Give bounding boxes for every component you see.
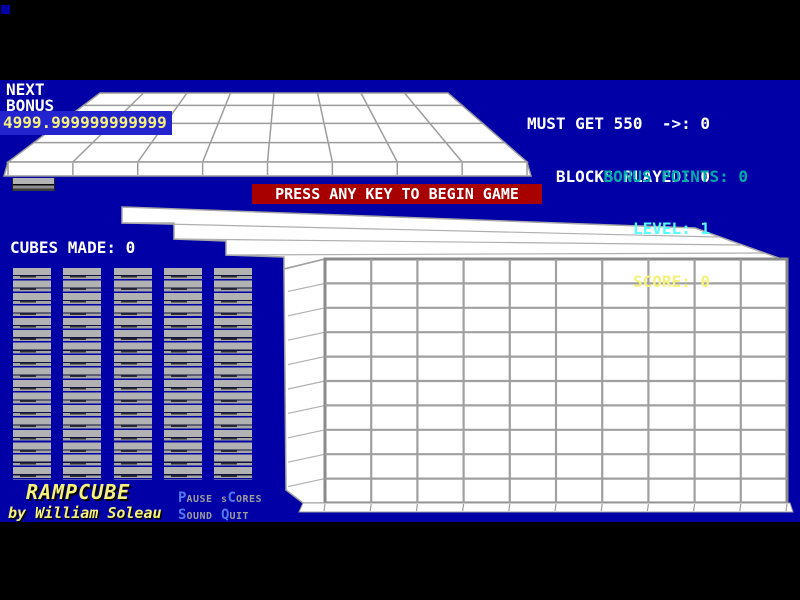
menu-item-sound[interactable]: SOUND xyxy=(178,507,213,523)
cube-stack-column xyxy=(164,268,202,480)
bonus-points-stat: BONUS POINTS: 0 xyxy=(603,167,749,186)
game-title: RAMPCUBE xyxy=(26,480,131,504)
score-stat: SCORE: 0 xyxy=(632,271,710,291)
menu-item-pause[interactable]: PAUSE xyxy=(178,490,213,506)
next-block-preview xyxy=(12,178,55,191)
bonus-value-box: 4999.999999999999 xyxy=(0,111,172,135)
hud-stats: MUST GET 550 ->: 0 BLOCKS PLAYED: 0 LEVE… xyxy=(527,80,710,325)
game-byline: by William Soleau xyxy=(8,504,162,522)
menu-item-quit[interactable]: QUIT xyxy=(221,507,249,523)
menu-item-scores[interactable]: sCORES xyxy=(221,490,263,506)
letterbox-top xyxy=(0,0,800,80)
corner-artifact xyxy=(1,5,10,14)
bonus-value: 4999.999999999999 xyxy=(3,113,167,132)
must-get-stat: MUST GET 550 ->: 0 xyxy=(526,114,710,133)
cube-stack-column xyxy=(13,268,51,480)
cube-stack-column xyxy=(63,268,101,480)
blocks-played-stat: BLOCKS PLAYED: 0 xyxy=(555,166,710,186)
letterbox-bottom xyxy=(0,522,800,600)
press-any-key-banner: PRESS ANY KEY TO BEGIN GAME xyxy=(252,184,542,204)
cube-stack-column xyxy=(214,268,252,480)
cubes-made-stat: CUBES MADE: 0 xyxy=(10,238,136,257)
level-stat: LEVEL: 1 xyxy=(632,219,710,238)
cube-stack-column xyxy=(114,268,152,480)
